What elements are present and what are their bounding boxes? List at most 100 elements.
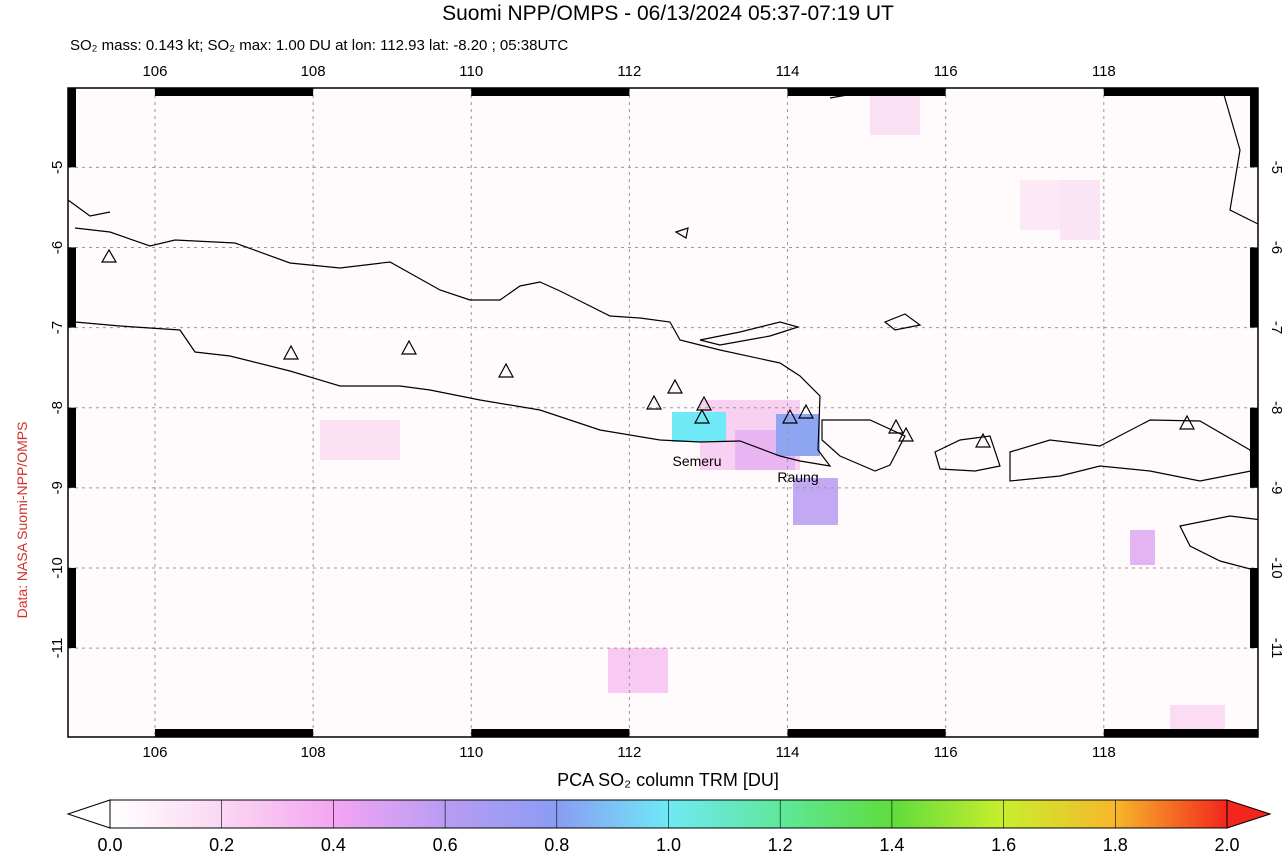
volcano <box>400 339 418 355</box>
volcano-label: Semeru <box>672 453 721 469</box>
lat-tick-label: -6 <box>49 241 66 254</box>
coast-islet <box>883 313 922 331</box>
frame-bar <box>1103 88 1258 96</box>
pixel <box>608 648 668 693</box>
volcano <box>497 362 515 378</box>
coast-sulawesi <box>1221 88 1258 225</box>
volcano <box>897 426 915 442</box>
frame-bar <box>68 407 76 488</box>
pixel <box>1060 180 1100 240</box>
lat-tick-label: -10 <box>49 557 66 579</box>
frame-bar <box>1103 729 1258 737</box>
lon-tick-label: 114 <box>776 744 800 761</box>
frame-bar <box>1250 247 1258 328</box>
lat-tick-label: -8 <box>1268 401 1285 414</box>
lon-tick-label: 108 <box>301 744 326 761</box>
lon-tick-label: 110 <box>459 63 483 80</box>
pixel <box>793 478 838 525</box>
frame-bar <box>787 88 946 96</box>
lon-tick-label: 116 <box>934 744 958 761</box>
pixel <box>776 414 820 456</box>
frame-bar <box>68 567 76 649</box>
coast-bali <box>821 419 906 472</box>
lon-tick-label: 112 <box>617 63 641 80</box>
coast-madura <box>699 321 801 346</box>
volcano <box>282 344 300 360</box>
lat-tick-label: -10 <box>1268 557 1285 579</box>
frame-bar <box>1250 567 1258 649</box>
colorbar-ticks: 0.0 0.2 0.4 0.6 0.8 1.0 1.2 1.4 1.6 1.8 2.0 <box>97 800 1240 855</box>
colorbar-under <box>66 799 111 829</box>
lat-tick-label: -7 <box>1268 321 1285 334</box>
volcano <box>695 395 713 411</box>
credit: Data: NASA Suomi-NPP/OMPS <box>14 422 30 619</box>
colorbar-tick-label: 1.6 <box>991 835 1016 855</box>
frame-bar <box>471 729 630 737</box>
lon-tick-label: 116 <box>934 63 958 80</box>
coast-islet <box>674 227 689 239</box>
colorbar-tick-label: 0.6 <box>433 835 458 855</box>
lon-tick-label: 106 <box>142 744 167 761</box>
volcano <box>797 403 815 419</box>
pixel <box>1130 530 1155 565</box>
volcano <box>100 248 118 263</box>
lon-tick-label: 110 <box>459 744 483 761</box>
pixel <box>672 412 726 442</box>
volcano <box>693 408 711 424</box>
lat-tick-label: -9 <box>1268 481 1285 494</box>
lon-tick-label: 118 <box>1092 744 1116 761</box>
volcano <box>974 432 992 448</box>
colorbar-label: PCA SO₂ column TRM [DU] <box>557 770 779 790</box>
volcanoes <box>100 248 1196 448</box>
colorbar-tick-label: 0.4 <box>321 835 346 855</box>
tick-labels: 106 106 108 108 110 110 112 112 114 114 116 116 118 1… <box>49 63 1285 761</box>
colorbar-tick-label: 0.8 <box>544 835 569 855</box>
colorbar-tick-label: 1.4 <box>879 835 904 855</box>
pixel <box>870 95 920 135</box>
frame-bar <box>1250 407 1258 488</box>
frame-bar <box>787 729 946 737</box>
colorbar-tick-label: 1.0 <box>656 835 681 855</box>
frame-bar <box>471 88 630 96</box>
volcano <box>645 394 663 410</box>
volcano <box>1178 414 1196 430</box>
frame-bar <box>68 88 76 168</box>
colorbar-tick-label: 1.2 <box>768 835 793 855</box>
volcano <box>781 408 799 424</box>
volcano <box>666 378 684 394</box>
lat-tick-label: -5 <box>49 161 66 174</box>
volcano-label: Raung <box>777 469 818 485</box>
lat-tick-label: -8 <box>49 401 66 414</box>
lat-tick-label: -5 <box>1268 161 1285 174</box>
colorbar-over <box>1226 799 1272 829</box>
coast-sumatra <box>68 199 111 217</box>
graticule <box>68 88 1258 737</box>
coast-lombok <box>934 435 1001 472</box>
lat-tick-label: -9 <box>49 481 66 494</box>
lat-tick-label: -11 <box>49 638 66 659</box>
lon-tick-label: 112 <box>617 744 641 761</box>
frame-bar <box>1250 88 1258 168</box>
frame-bar <box>154 729 314 737</box>
lon-tick-label: 108 <box>301 63 326 80</box>
frame-bars <box>68 88 1258 737</box>
lat-tick-label: -11 <box>1268 638 1285 659</box>
coast-java <box>74 227 832 467</box>
subtitle: SO₂ mass: 0.143 kt; SO₂ max: 1.00 DU at … <box>70 37 568 54</box>
colorbar-tick-label: 2.0 <box>1214 835 1239 855</box>
lat-tick-label: -7 <box>49 321 66 334</box>
pixel <box>320 420 400 460</box>
lon-tick-label: 114 <box>776 63 800 80</box>
title: Suomi NPP/OMPS - 06/13/2024 05:37-07:19 … <box>442 2 894 25</box>
frame-bar <box>154 88 314 96</box>
colorbar-tick-label: 1.8 <box>1103 835 1128 855</box>
colorbar-tick-label: 0.0 <box>97 835 122 855</box>
frame-bar <box>68 247 76 328</box>
coast-sumba <box>1179 515 1258 572</box>
volcano <box>887 418 905 434</box>
so2-pixels <box>68 88 1258 737</box>
lon-tick-label: 118 <box>1092 63 1116 80</box>
colorbar-tick-label: 0.2 <box>209 835 234 855</box>
lon-tick-label: 106 <box>142 63 167 80</box>
